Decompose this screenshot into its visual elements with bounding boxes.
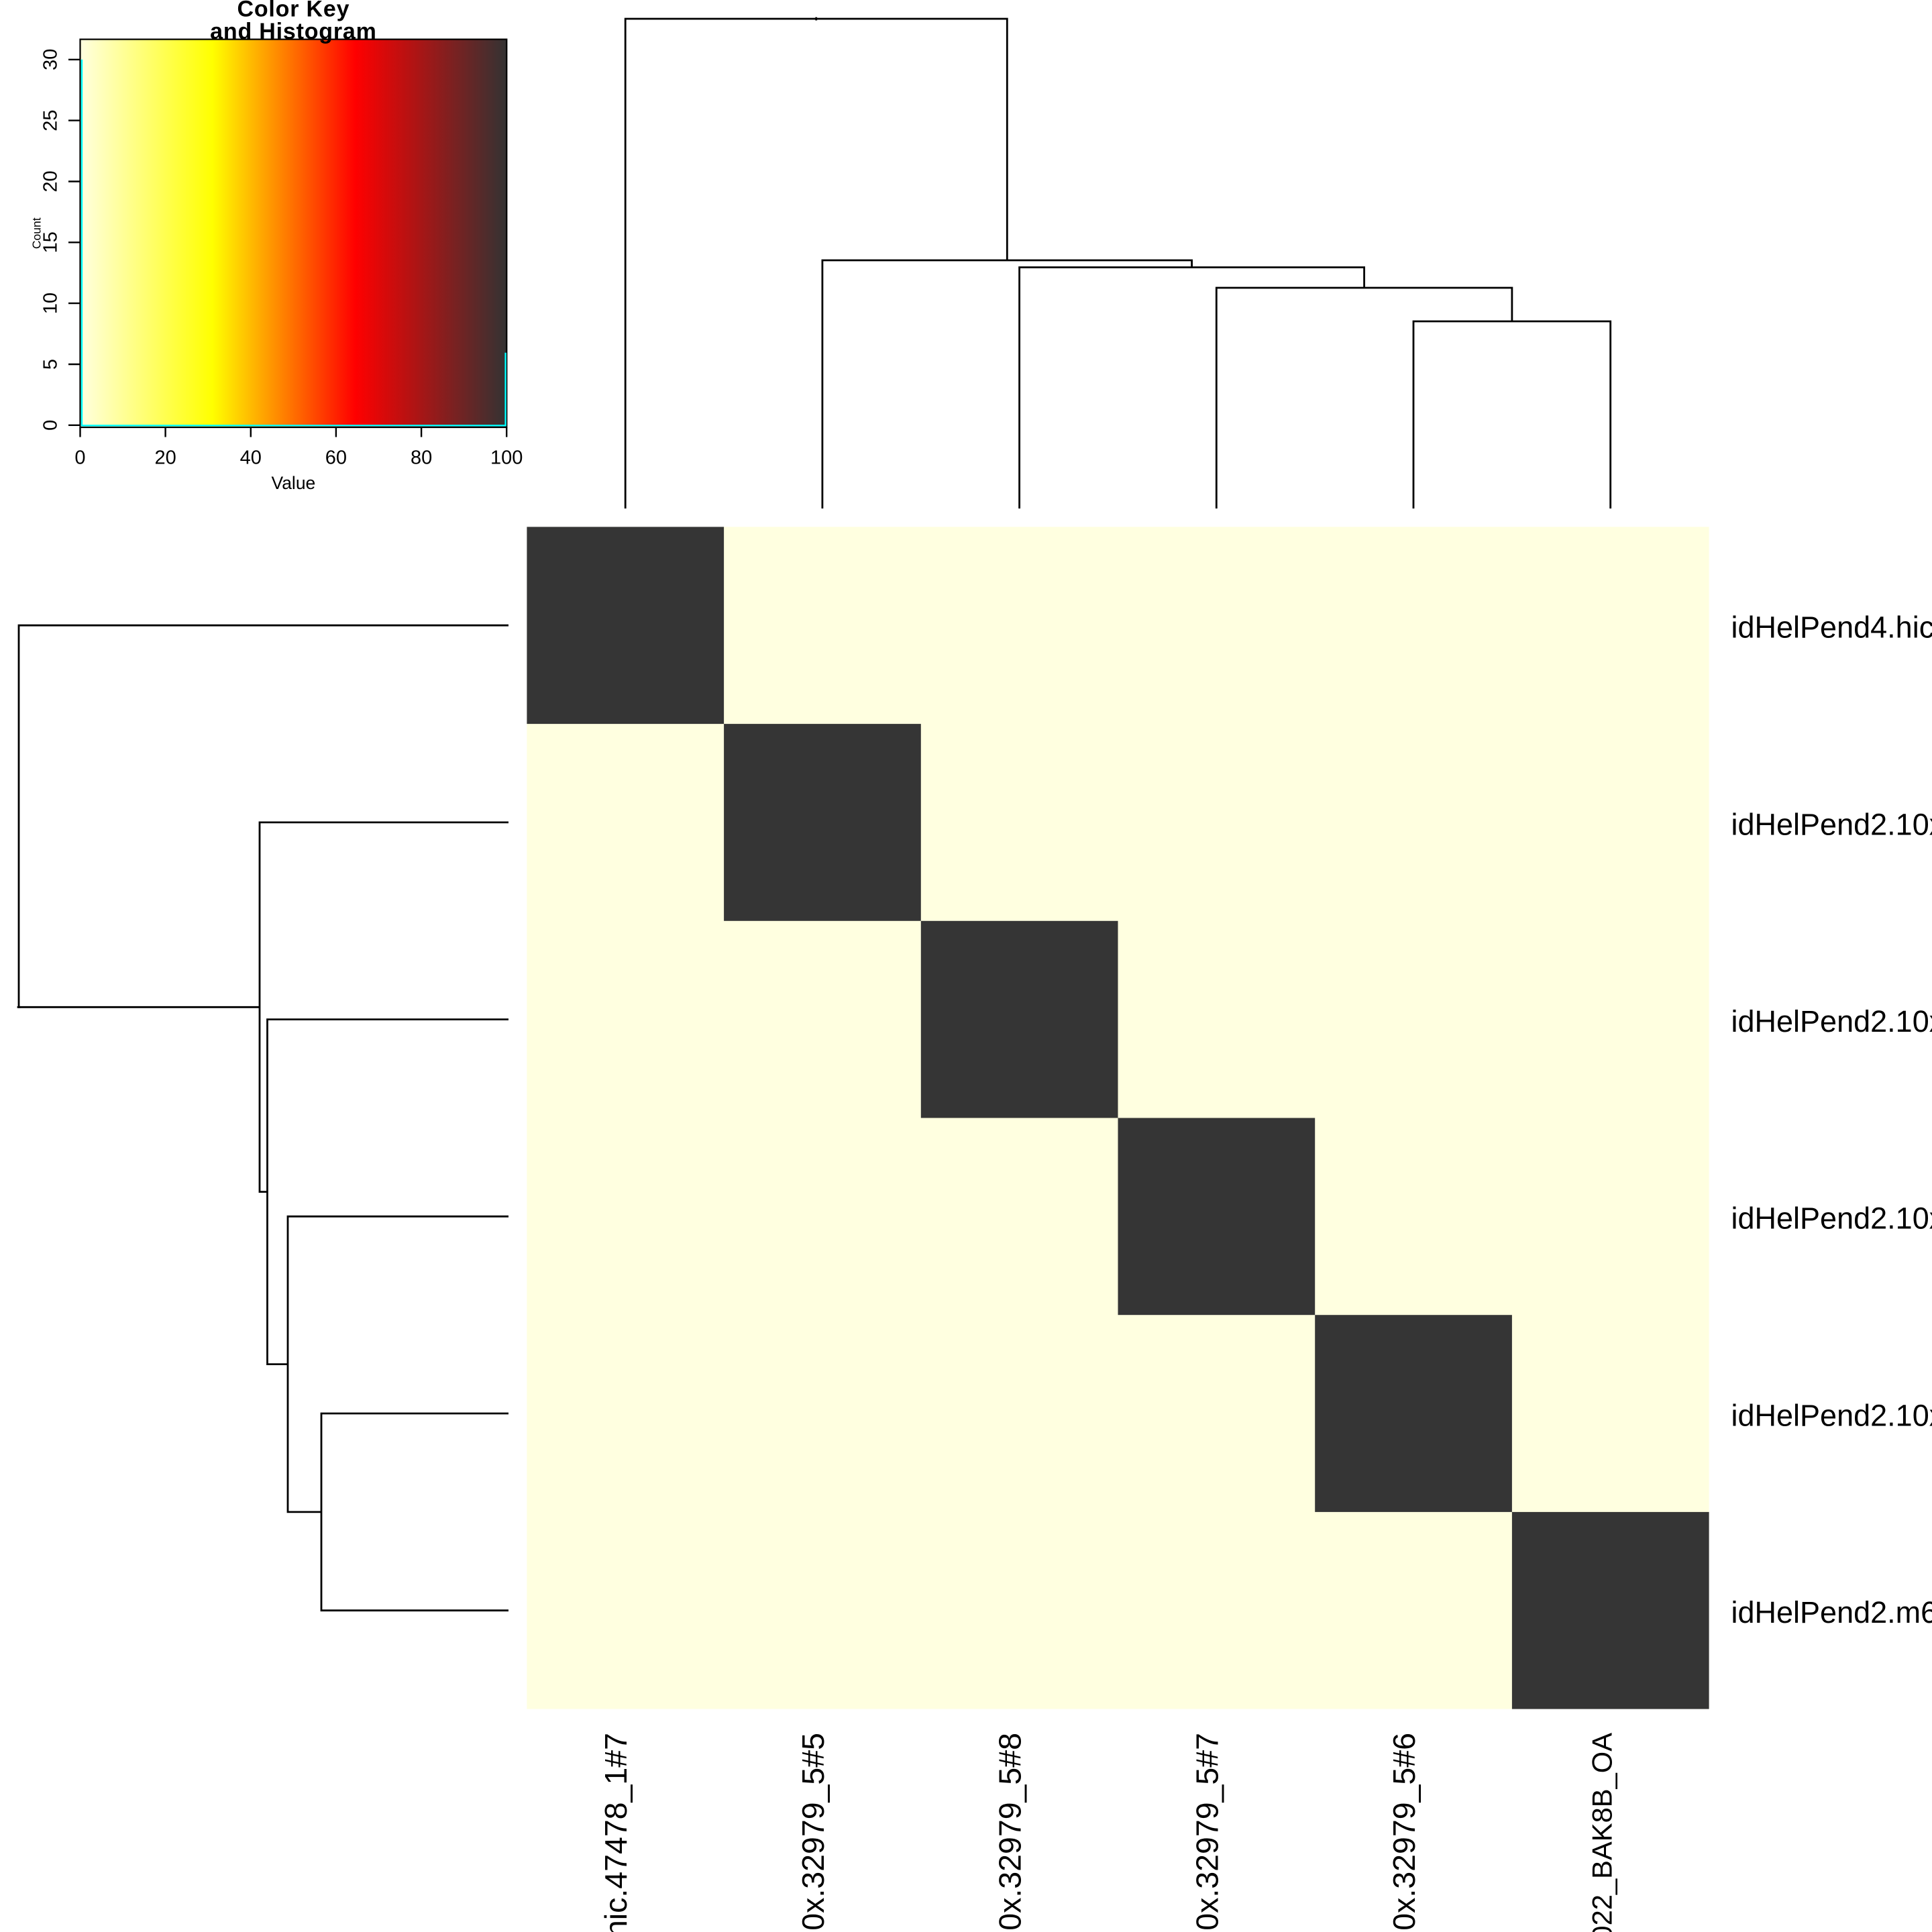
svg-text:5: 5 (40, 359, 62, 370)
svg-text:Color Key: Color Key (237, 0, 350, 22)
svg-text:25: 25 (40, 109, 62, 131)
svg-text:idHelPend2.10x.32979_5#8: idHelPend2.10x.32979_5#8 (993, 1733, 1028, 1932)
svg-text:Value: Value (271, 473, 315, 493)
svg-text:idHelPend2.m64016e_6022_BAK8B_: idHelPend2.m64016e_6022_BAK8B_OA (1587, 1733, 1618, 1932)
svg-text:20: 20 (154, 447, 176, 468)
svg-text:idHelPend4.hic.47478_1#7: idHelPend4.hic.47478_1#7 (598, 1733, 633, 1932)
svg-text:15: 15 (40, 231, 62, 253)
svg-text:60: 60 (325, 447, 347, 468)
svg-text:idHelPend2.10x.32979_5#7: idHelPend2.10x.32979_5#7 (1731, 1201, 1932, 1236)
svg-text:100: 100 (490, 447, 523, 468)
svg-text:Count: Count (30, 217, 44, 249)
svg-text:0: 0 (40, 420, 62, 431)
svg-text:and Histogram: and Histogram (210, 19, 376, 44)
svg-text:idHelPend2.10x.32979_5#8: idHelPend2.10x.32979_5#8 (1731, 1004, 1932, 1038)
svg-text:idHelPend2.10x.32979_5#7: idHelPend2.10x.32979_5#7 (1189, 1733, 1224, 1932)
svg-text:idHelPend2.m64016e_6022_BAK8B_: idHelPend2.m64016e_6022_BAK8B_OA (1731, 1595, 1932, 1629)
svg-text:idHelPend2.10x.32979_5#5: idHelPend2.10x.32979_5#5 (796, 1733, 830, 1932)
svg-text:idHelPend2.10x.32979_5#6: idHelPend2.10x.32979_5#6 (1387, 1733, 1421, 1932)
svg-text:40: 40 (240, 447, 262, 468)
svg-text:80: 80 (411, 447, 432, 468)
svg-text:idHelPend2.10x.32979_5#5: idHelPend2.10x.32979_5#5 (1731, 807, 1932, 841)
svg-text:30: 30 (40, 49, 62, 70)
svg-text:20: 20 (40, 170, 62, 192)
svg-text:idHelPend2.10x.32979_5#6: idHelPend2.10x.32979_5#6 (1731, 1398, 1932, 1432)
svg-text:10: 10 (40, 292, 62, 314)
svg-text:idHelPend4.hic.47478_1#7: idHelPend4.hic.47478_1#7 (1731, 610, 1932, 645)
svg-text:0: 0 (74, 447, 85, 468)
